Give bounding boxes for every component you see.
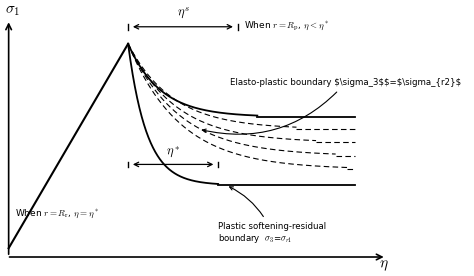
Text: When $r = R_\mathrm{p}$, $\eta < \eta^*$: When $r = R_\mathrm{p}$, $\eta < \eta^*$ — [244, 20, 329, 33]
Text: Plastic softening-residual
boundary  $\sigma_3$=$\sigma_{r1}$: Plastic softening-residual boundary $\si… — [218, 187, 326, 245]
Text: Elasto-plastic boundary $\sigma_3$$=$\sigma_{r2}$: Elasto-plastic boundary $\sigma_3$$=$\si… — [202, 78, 461, 134]
Text: When $r = R_\mathrm{r}$, $\eta = \eta^*$: When $r = R_\mathrm{r}$, $\eta = \eta^*$ — [15, 208, 99, 221]
Text: $\eta$: $\eta$ — [379, 258, 389, 273]
Text: $\eta^s$: $\eta^s$ — [176, 5, 189, 21]
Text: $\eta^*$: $\eta^*$ — [166, 144, 180, 160]
Text: $\sigma_1$: $\sigma_1$ — [5, 3, 20, 18]
